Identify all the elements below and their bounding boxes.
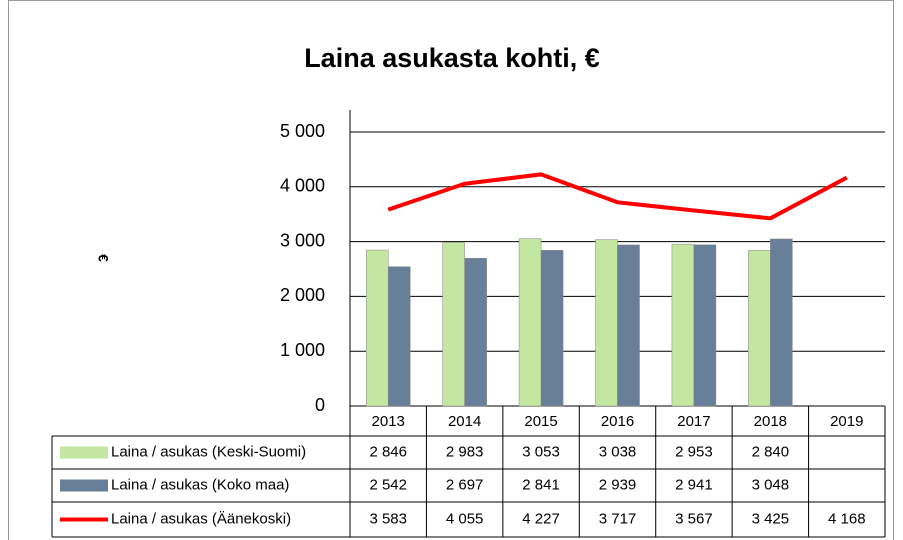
legend-label: Laina / asukas (Koko maa) <box>111 476 289 493</box>
bar <box>671 243 695 407</box>
bar <box>442 242 465 407</box>
legend-key <box>60 479 108 492</box>
bar <box>365 249 389 407</box>
legend-label: Laina / asukas (Keski-Suomi) <box>111 443 306 460</box>
y-tick-label: 2 000 <box>280 285 325 305</box>
bar <box>464 257 487 407</box>
table-value: 2 983 <box>446 443 484 460</box>
y-tick-label: 4 000 <box>280 176 325 196</box>
table-value: 4 168 <box>828 510 866 527</box>
x-tick-label: 2014 <box>448 413 481 430</box>
bar <box>770 238 793 407</box>
y-tick-label: 0 <box>315 395 325 415</box>
table-value: 3 717 <box>599 510 637 527</box>
bar <box>540 250 564 407</box>
bar <box>617 244 640 407</box>
table-value: 2 841 <box>522 476 560 493</box>
table-value: 2 840 <box>752 443 790 460</box>
legend-label: Laina / asukas (Äänekoski) <box>111 510 291 527</box>
x-tick-label: 2016 <box>601 413 634 430</box>
x-tick-label: 2015 <box>524 413 557 430</box>
bar <box>387 266 411 407</box>
table-value: 3 583 <box>369 510 407 527</box>
table-value: 2 542 <box>369 476 407 493</box>
table-value: 3 053 <box>522 443 560 460</box>
x-tick-label: 2019 <box>830 413 863 430</box>
bar <box>595 239 618 407</box>
bar <box>748 250 771 407</box>
table-value: 4 055 <box>446 510 484 527</box>
chart-title: Laina asukasta kohti, € <box>304 43 600 73</box>
x-tick-label: 2017 <box>677 413 710 430</box>
table-value: 2 846 <box>369 443 407 460</box>
line <box>387 172 848 221</box>
table-value: 3 567 <box>675 510 713 527</box>
table-value: 2 953 <box>675 443 713 460</box>
legend-key <box>60 446 108 459</box>
table-value: 3 048 <box>752 476 790 493</box>
y-tick-label: 5 000 <box>280 121 325 141</box>
y-tick-label: 1 000 <box>280 340 325 360</box>
x-tick-label: 2013 <box>372 413 405 430</box>
table-value: 2 939 <box>599 476 637 493</box>
bar <box>693 244 717 407</box>
bar <box>518 238 542 407</box>
table-value: 4 227 <box>522 510 560 527</box>
table-value: 2 941 <box>675 476 713 493</box>
table-value: 3 038 <box>599 443 637 460</box>
table-value: 2 697 <box>446 476 484 493</box>
table-value: 3 425 <box>752 510 790 527</box>
y-axis-label: € <box>95 254 111 262</box>
y-tick-label: 3 000 <box>280 230 325 250</box>
x-tick-label: 2018 <box>754 413 787 430</box>
